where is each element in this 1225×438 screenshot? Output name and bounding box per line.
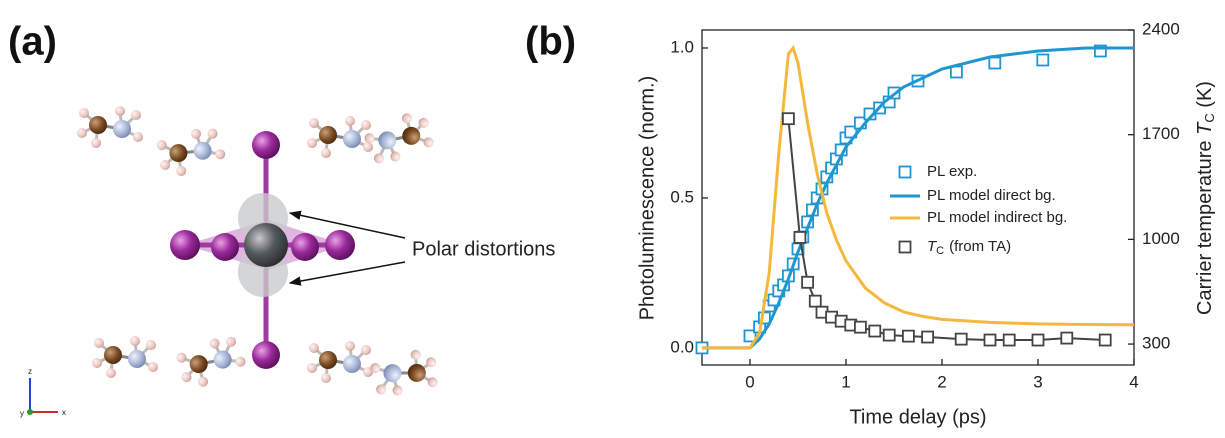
legend-label: PL model indirect bg. bbox=[927, 209, 1067, 226]
x-tick-label: 4 bbox=[1129, 372, 1138, 391]
marker bbox=[882, 328, 896, 342]
marker bbox=[743, 329, 757, 343]
molecule bbox=[367, 345, 443, 401]
y2-tick-label: 1700 bbox=[1142, 124, 1180, 143]
annotation: Polar distortions bbox=[412, 238, 555, 260]
marker bbox=[801, 275, 814, 289]
y-tick-label: 0.5 bbox=[670, 187, 694, 206]
y2-tick-label: 300 bbox=[1142, 334, 1170, 353]
marker bbox=[793, 231, 807, 244]
legend-entry: PL exp. bbox=[898, 163, 977, 180]
panel-label: (b) bbox=[525, 20, 576, 64]
legend-label: TC (from TA) bbox=[927, 238, 1011, 257]
marker bbox=[1098, 333, 1112, 347]
marker bbox=[954, 332, 968, 346]
marker bbox=[1036, 53, 1050, 67]
legend-label-part: PL model direct bg. bbox=[927, 187, 1056, 204]
y-axis-label: Photoluminescence (norm.) bbox=[636, 76, 658, 321]
x-axis-label: Time delay (ps) bbox=[849, 406, 986, 428]
marker bbox=[950, 65, 963, 79]
legend-label-part: (from TA) bbox=[949, 238, 1011, 255]
legend-label-part: C bbox=[936, 245, 944, 257]
marker bbox=[921, 330, 934, 344]
legend-label: PL exp. bbox=[927, 163, 977, 180]
marker bbox=[782, 112, 795, 126]
legend-entry: PL model indirect bg. bbox=[890, 209, 1067, 226]
label-part: (K) bbox=[1194, 81, 1216, 108]
molecule bbox=[305, 114, 375, 160]
marker bbox=[1060, 331, 1074, 345]
legend-entry: PL model direct bg. bbox=[890, 187, 1056, 204]
legend-swatch bbox=[898, 165, 912, 179]
series-line bbox=[702, 46, 1134, 350]
triad-label: x bbox=[62, 408, 66, 417]
molecule bbox=[305, 339, 375, 385]
legend-label-part: T bbox=[927, 238, 938, 255]
label-part: T bbox=[1194, 121, 1216, 135]
molecule bbox=[170, 329, 251, 395]
triad-label: y bbox=[20, 409, 24, 418]
marker bbox=[758, 311, 771, 325]
label-part: Carrier temperature bbox=[1194, 140, 1216, 315]
series-line bbox=[702, 44, 1135, 350]
legend-entry: TC (from TA) bbox=[898, 238, 1011, 257]
marker bbox=[1002, 333, 1016, 347]
legend-label-part: PL exp. bbox=[927, 163, 977, 180]
y2-axis-label: Carrier temperature TC (K) bbox=[1194, 81, 1221, 315]
y-tick-label: 1.0 bbox=[670, 37, 694, 56]
series bbox=[782, 112, 1112, 347]
marker bbox=[983, 333, 997, 347]
structure bbox=[27, 104, 443, 415]
y-tick-label: 0.0 bbox=[670, 337, 694, 356]
molecule bbox=[151, 121, 230, 183]
series bbox=[702, 44, 1135, 350]
legend-label-part: PL model indirect bg. bbox=[927, 209, 1067, 226]
marker bbox=[854, 320, 867, 334]
marker bbox=[1094, 44, 1107, 58]
x-tick-label: 1 bbox=[841, 372, 850, 391]
y2-tick-label: 2400 bbox=[1142, 19, 1180, 38]
molecule bbox=[75, 104, 145, 150]
label-part: C bbox=[1202, 113, 1217, 122]
panel-label: (a) bbox=[8, 20, 57, 64]
marker bbox=[868, 324, 882, 338]
molecule bbox=[359, 105, 440, 171]
x-tick-label: 0 bbox=[745, 372, 754, 391]
series bbox=[702, 46, 1134, 350]
marker bbox=[902, 329, 915, 343]
marker bbox=[1031, 333, 1045, 347]
marker bbox=[808, 294, 822, 308]
marker bbox=[988, 56, 1002, 70]
molecule bbox=[90, 334, 160, 380]
y2-tick-label: 1000 bbox=[1142, 229, 1180, 248]
legend-swatch bbox=[898, 240, 912, 254]
x-tick-label: 2 bbox=[937, 372, 946, 391]
legend-label: PL model direct bg. bbox=[927, 187, 1056, 204]
x-tick-label: 3 bbox=[1033, 372, 1042, 391]
triad-label: z bbox=[28, 367, 32, 376]
